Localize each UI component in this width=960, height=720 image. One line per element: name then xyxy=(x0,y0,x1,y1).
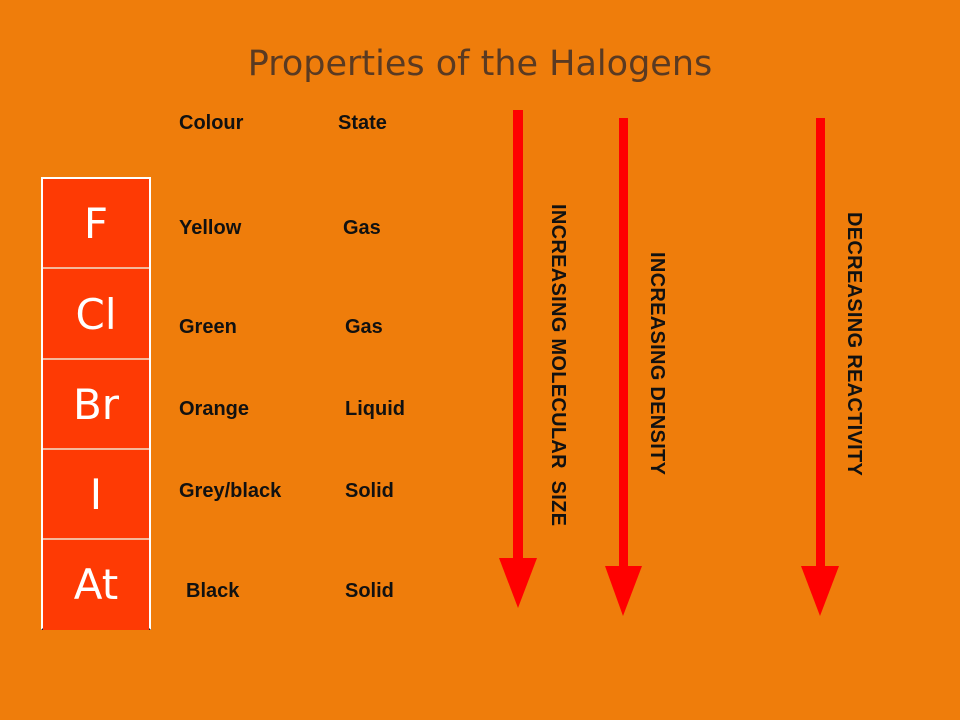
colour-header: Colour xyxy=(179,112,244,134)
state-header: State xyxy=(338,112,387,134)
page-title: Properties of the Halogens xyxy=(247,44,713,84)
molecular-size-arrow xyxy=(499,110,537,608)
state-cell-i: Solid xyxy=(345,480,394,502)
colour-cell-cl: Green xyxy=(179,316,237,338)
state-cell-at: Solid xyxy=(345,580,394,602)
colour-cell-i: Grey/black xyxy=(179,480,282,502)
density-label: INCREASING DENSITY xyxy=(646,252,668,476)
element-symbol-at: At xyxy=(43,540,149,630)
state-cell-f: Gas xyxy=(343,217,381,239)
reactivity-label: DECREASING REACTIVITY xyxy=(843,212,865,477)
colour-cell-f: Yellow xyxy=(179,217,242,239)
element-symbol-br: Br xyxy=(43,360,149,450)
density-arrow xyxy=(605,118,642,616)
molecular-size-label: INCREASING MOLECULAR SIZE xyxy=(547,204,569,527)
colour-cell-at: Black xyxy=(186,580,240,602)
element-symbol-i: I xyxy=(43,450,149,540)
element-symbol-f: F xyxy=(43,179,149,269)
state-cell-br: Liquid xyxy=(345,398,405,420)
reactivity-arrow xyxy=(801,118,839,616)
element-symbol-cl: Cl xyxy=(43,269,149,360)
colour-cell-br: Orange xyxy=(179,398,250,420)
state-cell-cl: Gas xyxy=(345,316,383,338)
element-symbol-column: F Cl Br I At xyxy=(41,177,151,630)
